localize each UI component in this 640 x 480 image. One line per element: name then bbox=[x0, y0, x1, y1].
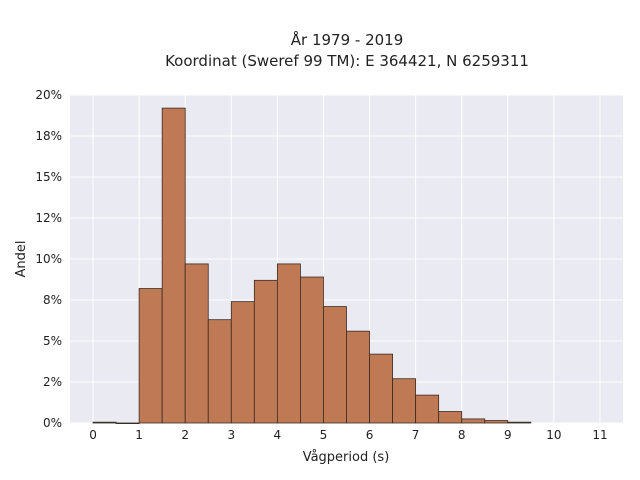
histogram-bar bbox=[184, 263, 209, 424]
x-tick-label: 5 bbox=[320, 428, 328, 442]
histogram-bar bbox=[207, 319, 232, 424]
chart-title: År 1979 - 2019 bbox=[291, 30, 404, 49]
x-tick-label: 2 bbox=[181, 428, 189, 442]
histogram-bar bbox=[115, 422, 140, 425]
histogram-bar bbox=[138, 288, 163, 424]
y-tick-label: 8% bbox=[43, 293, 62, 307]
histogram-bar bbox=[484, 420, 509, 424]
histogram-bar bbox=[461, 418, 486, 424]
histogram-bar bbox=[300, 276, 324, 424]
x-tick-labels: 0 1 2 3 4 5 6 7 8 9 10 11 bbox=[89, 428, 607, 442]
histogram-bar bbox=[230, 301, 255, 424]
y-tick-label: 12% bbox=[35, 211, 62, 225]
histogram-bar bbox=[346, 330, 370, 424]
y-tick-label: 10% bbox=[35, 252, 62, 266]
x-tick-label: 9 bbox=[504, 428, 512, 442]
x-tick-label: 10 bbox=[546, 428, 561, 442]
y-tick-label: 15% bbox=[35, 170, 62, 184]
x-tick-label: 6 bbox=[366, 428, 374, 442]
y-axis-label: Andel bbox=[14, 241, 29, 278]
histogram-bar bbox=[507, 421, 532, 424]
y-tick-label: 20% bbox=[35, 88, 62, 102]
chart-subtitle: Koordinat (Sweref 99 TM): E 364421, N 62… bbox=[165, 52, 529, 70]
histogram-bar bbox=[276, 263, 301, 424]
y-tick-labels: 0% 2% 5% 8% 10% 12% 15% 18% 20% bbox=[35, 88, 62, 430]
y-tick-label: 5% bbox=[43, 334, 62, 348]
x-tick-label: 1 bbox=[135, 428, 143, 442]
x-tick-label: 11 bbox=[592, 428, 607, 442]
x-tick-label: 8 bbox=[458, 428, 466, 442]
histogram-bar bbox=[438, 411, 463, 424]
y-tick-label: 2% bbox=[43, 375, 62, 389]
histogram-bar bbox=[369, 353, 393, 424]
x-axis-label: Vågperiod (s) bbox=[303, 450, 390, 465]
histogram-bar bbox=[323, 306, 347, 424]
y-tick-label: 18% bbox=[35, 129, 62, 143]
histogram-bar bbox=[92, 421, 117, 424]
y-tick-label: 0% bbox=[43, 416, 62, 430]
x-tick-label: 3 bbox=[227, 428, 235, 442]
histogram-bar bbox=[161, 107, 186, 424]
histogram-bar bbox=[415, 394, 440, 424]
histogram-bars bbox=[92, 107, 532, 425]
x-tick-label: 4 bbox=[274, 428, 282, 442]
histogram-bar bbox=[253, 279, 278, 424]
histogram-bar bbox=[392, 378, 417, 424]
x-tick-label: 7 bbox=[412, 428, 420, 442]
x-tick-label: 0 bbox=[89, 428, 97, 442]
